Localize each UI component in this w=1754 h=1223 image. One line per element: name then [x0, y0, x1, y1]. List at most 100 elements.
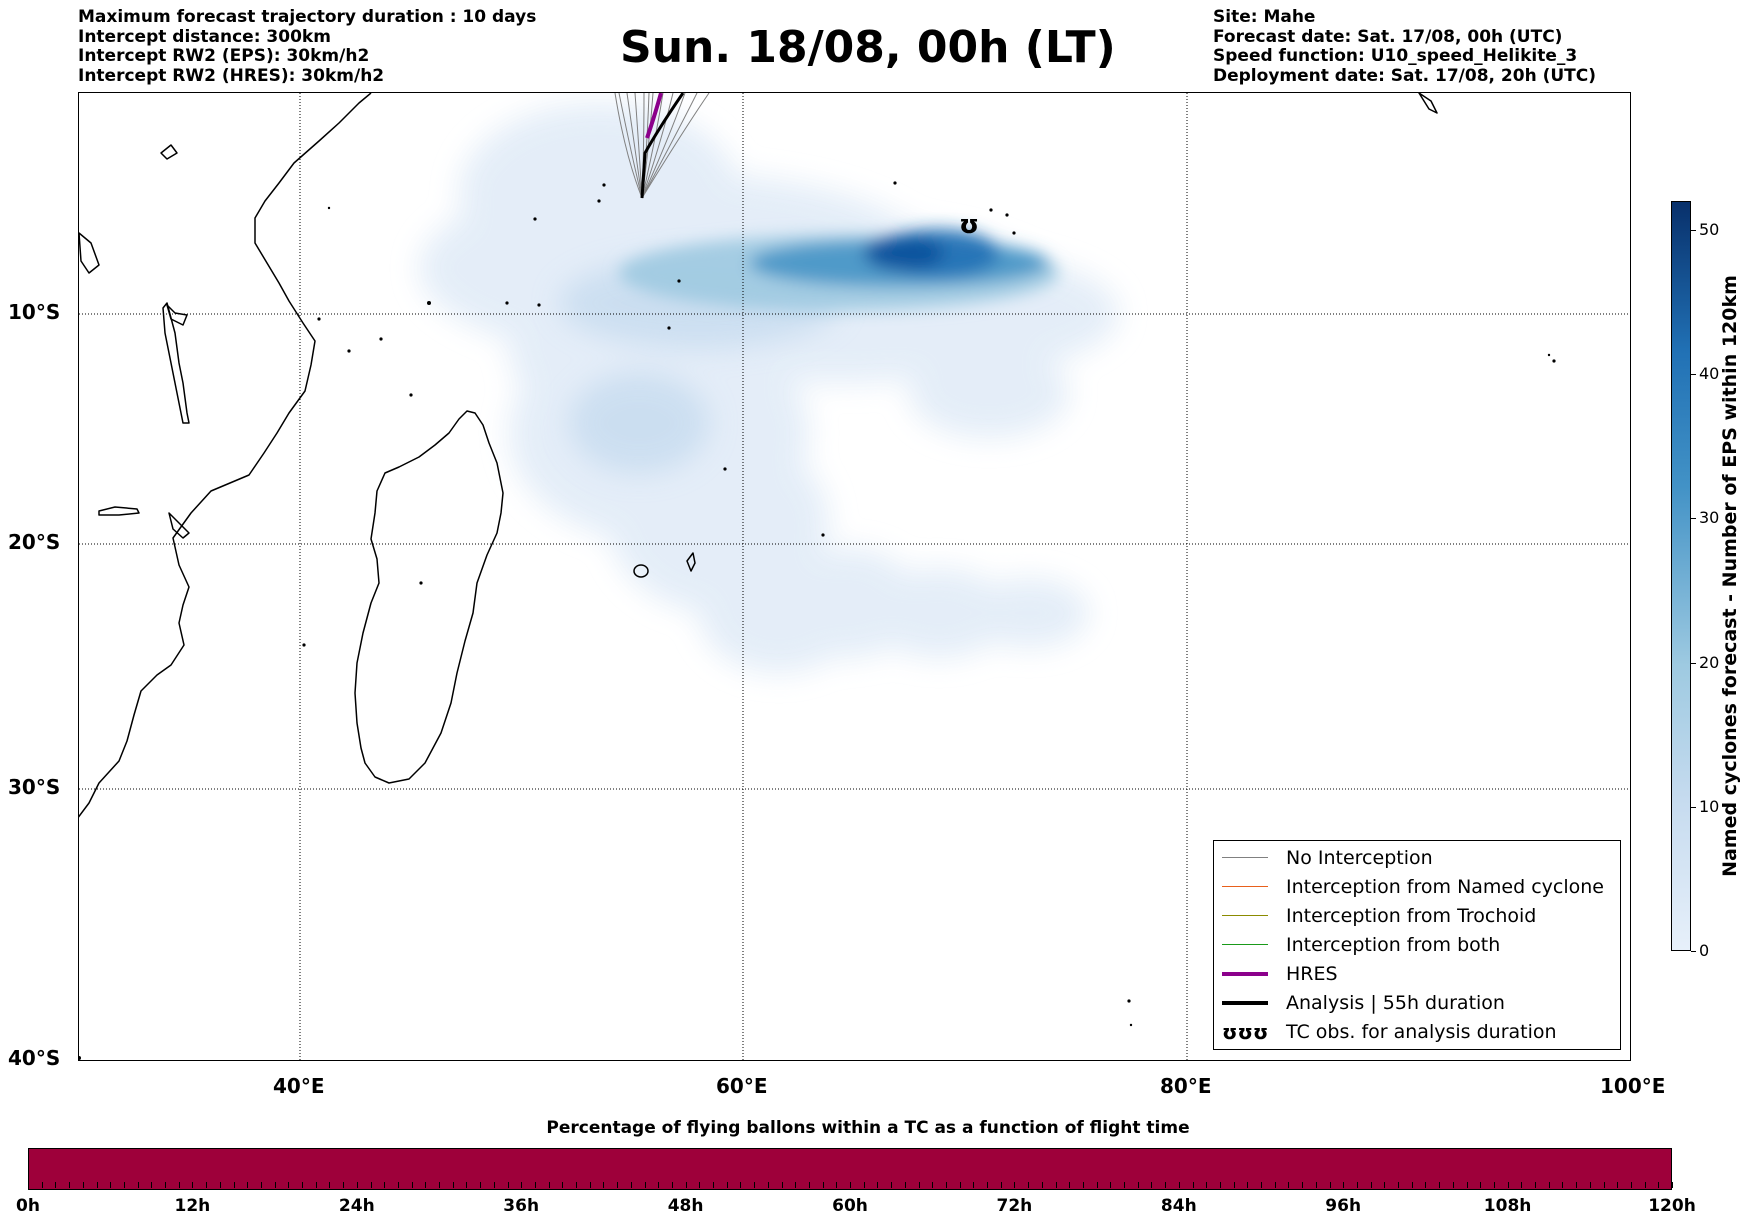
- madagascar: [354, 410, 504, 784]
- info-line: Intercept RW2 (HRES): 30km/h2: [78, 65, 385, 86]
- analysis-trajectory: [640, 93, 685, 199]
- map-panel[interactable]: ʊ: [78, 92, 1631, 1061]
- flight-time-minor-tick: [274, 1182, 276, 1188]
- flight-time-minor-tick: [233, 1182, 235, 1188]
- colorbar-tick: [1691, 806, 1696, 808]
- flight-time-tick-label: 120h: [1648, 1196, 1696, 1216]
- flight-time-tick-label: 84h: [1160, 1196, 1197, 1216]
- lat-label-40s: 40°S: [8, 1046, 61, 1070]
- flight-time-tick-label: 108h: [1483, 1196, 1532, 1216]
- flight-time-minor-tick: [562, 1182, 564, 1188]
- flight-time-minor-tick: [110, 1182, 112, 1188]
- info-line: Site: Mahe: [1213, 7, 1316, 27]
- flight-time-minor-tick: [754, 1182, 756, 1188]
- flight-time-minor-tick: [1630, 1182, 1632, 1188]
- flight-time-minor-tick: [1672, 1182, 1673, 1188]
- red-sea-coast: [79, 232, 100, 274]
- flight-time-minor-tick: [726, 1182, 728, 1188]
- flight-time-minor-tick: [1247, 1182, 1249, 1188]
- flight-time-minor-tick: [1206, 1182, 1208, 1188]
- comoros-island: [160, 144, 178, 160]
- flight-time-minor-tick: [192, 1182, 194, 1188]
- flight-time-minor-tick: [1343, 1182, 1345, 1188]
- lon-label-60e: 60°E: [716, 1074, 768, 1098]
- flight-time-minor-tick: [987, 1182, 988, 1188]
- flight-time-minor-tick: [343, 1182, 345, 1188]
- flight-time-tick-label: 24h: [338, 1196, 375, 1216]
- lon-label-40e: 40°E: [273, 1074, 325, 1098]
- flight-time-minor-tick: [904, 1182, 906, 1188]
- legend-item-named-cyclone: Interception from Named cyclone: [1222, 872, 1604, 901]
- flight-time-minor-tick: [850, 1182, 851, 1188]
- colorbar-tick-label: 30: [1699, 508, 1720, 528]
- flight-time-minor-tick: [206, 1182, 208, 1188]
- flight-time-minor-tick: [1439, 1182, 1441, 1188]
- flight-time-minor-tick: [1315, 1182, 1317, 1188]
- lake-coast: [98, 506, 140, 516]
- flight-time-minor-tick: [1274, 1182, 1276, 1188]
- info-line: Deployment date: Sat. 17/08, 20h (UTC): [1213, 65, 1597, 86]
- flight-time-minor-tick: [863, 1182, 865, 1188]
- flight-time-minor-tick: [822, 1182, 824, 1188]
- legend-item-analysis: Analysis | 55h duration: [1222, 988, 1505, 1017]
- flight-time-minor-tick: [1137, 1182, 1139, 1188]
- flight-time-minor-tick: [137, 1182, 139, 1188]
- flight-time-minor-tick: [151, 1182, 153, 1188]
- flight-time-minor-tick: [1480, 1182, 1482, 1188]
- lake-tanganyika: [162, 302, 190, 424]
- flight-time-minor-tick: [617, 1182, 619, 1188]
- flight-time-minor-tick: [1617, 1182, 1619, 1188]
- lon-label-80e: 80°E: [1160, 1074, 1212, 1098]
- flight-time-minor-tick: [959, 1182, 961, 1188]
- flight-time-minor-tick: [534, 1182, 536, 1188]
- flight-time-minor-tick: [493, 1182, 495, 1188]
- flight-time-minor-tick: [1521, 1182, 1523, 1188]
- flight-time-minor-tick: [891, 1182, 893, 1188]
- flight-time-minor-tick: [1069, 1182, 1071, 1188]
- density-colorbar-label: Named cyclones forecast - Number of EPS …: [1719, 275, 1741, 877]
- colorbar-tick-label: 20: [1699, 652, 1720, 672]
- flight-time-minor-tick: [1014, 1182, 1016, 1188]
- flight-time-minor-tick: [1124, 1182, 1125, 1188]
- flight-time-minor-tick: [356, 1182, 358, 1188]
- site-parameters: Site: Mahe Forecast date: Sat. 17/08, 00…: [1213, 7, 1597, 86]
- flight-time-tick-label: 48h: [667, 1196, 704, 1216]
- flight-time-minor-tick: [384, 1182, 386, 1188]
- flight-time-minor-tick: [1288, 1182, 1290, 1188]
- flight-time-minor-tick: [1356, 1182, 1358, 1188]
- colorbar-tick: [1691, 518, 1696, 520]
- flight-time-minor-tick: [740, 1182, 742, 1188]
- info-line: Intercept RW2 (EPS): 30km/h2: [78, 46, 370, 66]
- map-title: Sun. 18/08, 00h (LT): [620, 22, 1116, 73]
- flight-time-minor-tick: [178, 1182, 180, 1188]
- mauritius-island: [686, 552, 696, 572]
- info-line: Intercept distance: 300km: [78, 26, 331, 47]
- flight-time-minor-tick: [713, 1182, 714, 1188]
- flight-time-minor-tick: [589, 1182, 591, 1188]
- flight-time-minor-tick: [302, 1182, 303, 1188]
- flight-time-minor-tick: [219, 1182, 221, 1188]
- flight-time-minor-tick: [288, 1182, 290, 1188]
- flight-time-minor-tick: [466, 1182, 468, 1188]
- flight-time-minor-tick: [1644, 1182, 1646, 1188]
- flight-time-tick-label: 36h: [503, 1196, 540, 1216]
- colorbar-tick-label: 50: [1699, 219, 1720, 239]
- colorbar-tick: [1691, 374, 1696, 376]
- colorbar-tick-label: 0: [1699, 941, 1710, 960]
- flight-time-minor-tick: [521, 1182, 523, 1188]
- small-islands: [79, 181, 1556, 1060]
- flight-time-minor-tick: [1219, 1182, 1221, 1188]
- flight-time-minor-tick: [411, 1182, 413, 1188]
- reunion-island: [633, 564, 649, 578]
- flight-time-minor-tick: [329, 1182, 331, 1188]
- africa-coastline: [79, 93, 372, 818]
- flight-time-minor-tick: [1562, 1182, 1564, 1188]
- flight-time-minor-tick: [452, 1182, 454, 1188]
- flight-time-minor-tick: [548, 1182, 550, 1188]
- flight-time-tick-label: 0h: [16, 1196, 40, 1216]
- flight-time-minor-tick: [480, 1182, 482, 1188]
- flight-time-tick-label: 12h: [174, 1196, 211, 1216]
- flight-time-minor-tick: [1493, 1182, 1495, 1188]
- map-canvas[interactable]: ʊ: [79, 93, 1631, 1061]
- flight-time-minor-tick: [1302, 1182, 1304, 1188]
